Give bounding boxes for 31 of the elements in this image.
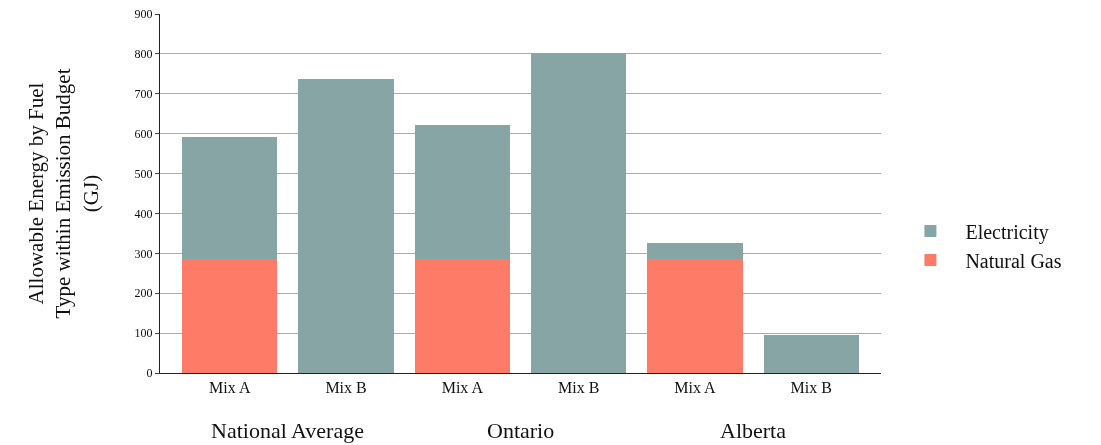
bar (647, 242, 743, 260)
y-tick-label: 600 (134, 126, 153, 141)
y-tick-label: 900 (134, 7, 153, 22)
text: National Average (211, 418, 364, 443)
bar (414, 124, 511, 260)
x-tick-label: Mix A (441, 379, 484, 397)
y-tick-label: 400 (134, 206, 153, 221)
text: Alberta (720, 418, 787, 443)
y-tick-label: 100 (134, 326, 153, 341)
x-tick-label: Mix B (325, 379, 367, 397)
bar (182, 259, 278, 373)
y-axis-title: Allowable Energy by Fuel Type within Emission Budget (GJ) (24, 68, 103, 319)
x-tick-label: Mix B (790, 379, 832, 397)
x-tick-label: Mix B (557, 379, 600, 397)
bar (763, 335, 859, 373)
y-tick-label: 500 (134, 166, 153, 181)
bar (414, 259, 511, 373)
bar (647, 259, 743, 373)
y-tick-label: 0 (146, 366, 153, 381)
legend-label: Natural Gas (965, 249, 1062, 272)
x-tick-label: Mix A (674, 379, 717, 397)
y-tick-label: 300 (134, 246, 153, 261)
bar (182, 136, 278, 260)
bar (530, 53, 627, 373)
y-tick-label: 800 (134, 47, 153, 62)
legend-label: Electricity (965, 220, 1049, 244)
text: Ontario (487, 418, 555, 443)
x-tick-label: Mix A (209, 379, 251, 397)
bar (298, 79, 394, 373)
y-tick-label: 700 (134, 86, 153, 101)
y-tick-label: 200 (134, 286, 153, 301)
